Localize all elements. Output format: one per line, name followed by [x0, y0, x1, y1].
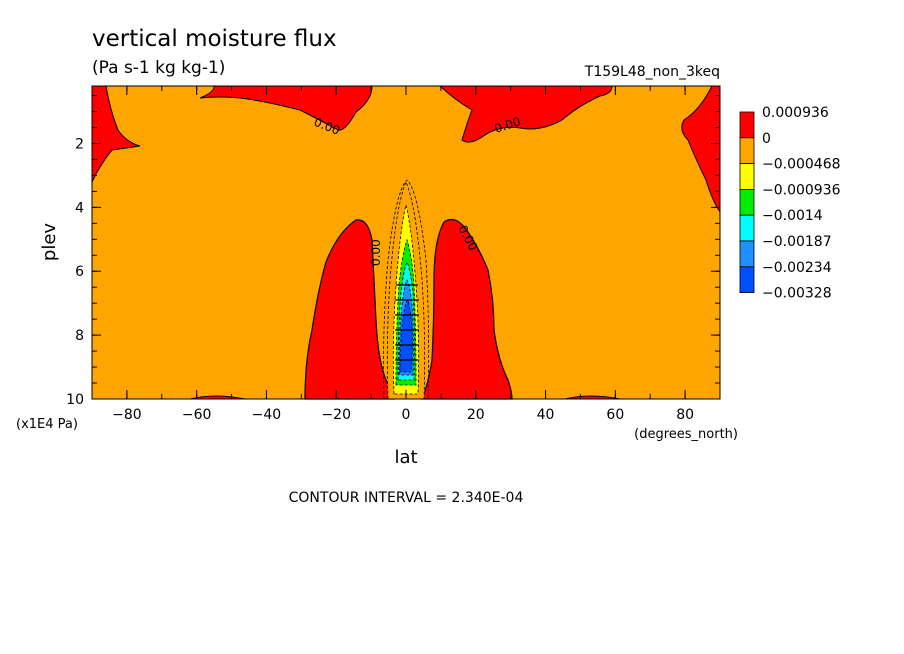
upper-positive-north — [438, 85, 613, 143]
x-axis-units: (degrees_north) — [634, 427, 738, 442]
legend-level-label: −0.000936 — [762, 182, 841, 198]
legend-level-label: −0.0014 — [762, 208, 823, 224]
run-label: T159L48_non_3keq — [584, 64, 720, 80]
y-axis-label: plev — [39, 223, 60, 262]
y-axis-units: (x1E4 Pa) — [16, 417, 78, 432]
legend-level-label: −0.00187 — [762, 234, 832, 250]
plot-area: 0.00 0.00 0.00 0.00 −80 −60 −40 −20 0 20 40 60 8… — [66, 85, 721, 423]
y-tick-label: 2 — [75, 136, 84, 152]
legend-swatch — [739, 111, 755, 139]
upper-positive-right-edge — [681, 85, 721, 214]
legend-level-label: −0.00234 — [762, 260, 832, 276]
legend-level-label: 0 — [762, 131, 771, 147]
y-tick-label: 10 — [66, 392, 84, 408]
x-tick-label: −80 — [112, 407, 142, 423]
legend-swatch — [739, 137, 755, 165]
x-tick-label: 40 — [537, 407, 555, 423]
y-tick-label: 4 — [75, 200, 84, 216]
x-tick-label: −20 — [321, 407, 351, 423]
legend-level-label: −0.000468 — [762, 157, 841, 173]
legend-swatch — [739, 188, 755, 216]
x-axis-label: lat — [394, 447, 417, 468]
neg-darkblue-core — [399, 299, 413, 373]
legend-swatch — [739, 240, 755, 268]
axis-ticks: −80 −60 −40 −20 0 20 40 60 80 2 4 6 8 10 — [66, 86, 721, 423]
positive-band-north — [421, 219, 513, 400]
legend-swatch — [739, 163, 755, 190]
neg-contour-outer — [383, 179, 430, 400]
chart-subtitle: (Pa s-1 kg kg-1) — [92, 58, 225, 78]
x-tick-label: 80 — [676, 407, 694, 423]
x-tick-label: 20 — [467, 407, 485, 423]
y-tick-label: 6 — [75, 264, 84, 280]
legend-level-label: −0.00328 — [762, 286, 832, 302]
neg-contour-hatching — [395, 284, 419, 361]
legend-level-label: 0.000936 — [762, 105, 829, 121]
upper-positive-left-edge — [91, 85, 141, 183]
legend-swatch — [739, 214, 755, 242]
contour-label-sl: 0.00 — [369, 239, 383, 266]
legend-swatch — [739, 266, 755, 293]
x-tick-label: 60 — [606, 407, 624, 423]
x-tick-label: −60 — [182, 407, 212, 423]
positive-band-south — [304, 219, 395, 400]
contour-interval: CONTOUR INTERVAL = 2.340E-04 — [289, 490, 524, 506]
x-tick-label: 0 — [402, 407, 411, 423]
color-legend: 0.000936 0 −0.000468 −0.000936 −0.0014 −0.001… — [739, 105, 841, 302]
x-tick-label: −40 — [252, 407, 282, 423]
y-tick-label: 8 — [75, 328, 84, 344]
chart-title: vertical moisture flux — [92, 26, 337, 52]
